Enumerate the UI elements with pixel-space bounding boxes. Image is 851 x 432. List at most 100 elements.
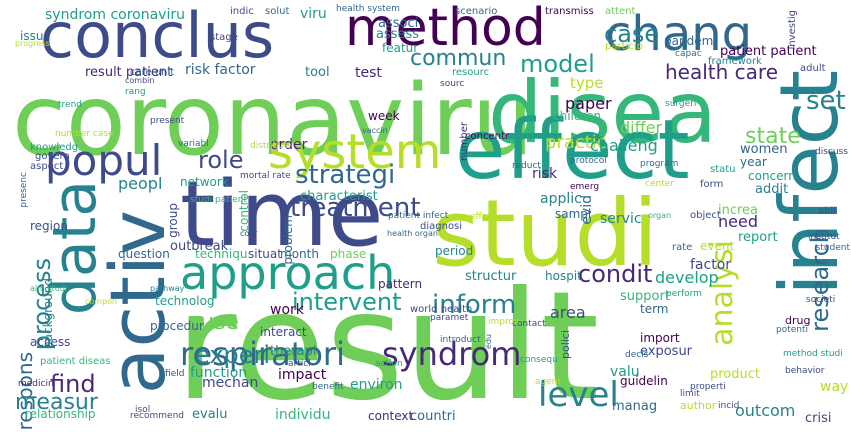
word-object: object — [690, 210, 721, 221]
word-program: program — [640, 159, 679, 169]
word-month: month — [280, 247, 319, 261]
word-phase: phase — [330, 247, 367, 261]
word-polici: polici — [559, 330, 572, 359]
word-syndrom-coronaviru: syndrom coronaviru — [45, 7, 185, 23]
word-effort: effort — [470, 212, 495, 222]
word-capac: capac — [675, 49, 702, 59]
word-region: region — [30, 219, 68, 233]
word-distribut: distribut — [250, 141, 288, 151]
word-perform: perform — [666, 289, 702, 299]
word-syndrom: syndrom — [382, 335, 522, 373]
word-situat: situat — [248, 247, 282, 261]
word-patient-patient: patient patient — [720, 44, 817, 59]
word-vaccin: vaccin — [362, 126, 388, 135]
word-benefit: benefit — [312, 382, 344, 392]
word-particip: particip — [605, 41, 643, 52]
word-system: system — [268, 124, 442, 180]
word-limit: limit — [680, 389, 700, 399]
word-relationship: relationship — [25, 407, 96, 421]
word-concern: concern — [748, 169, 796, 183]
word-tool: tool — [305, 65, 330, 80]
word-indic: indic — [230, 6, 254, 17]
word-network: network — [180, 175, 229, 189]
word-respiratori: respiratori — [180, 335, 345, 373]
word-find: find — [50, 370, 96, 398]
word-protocol: protocol — [570, 156, 607, 166]
word-aim-studi: aim studi — [30, 284, 68, 293]
word-conclus: conclus — [40, 0, 275, 72]
word-effect: effect — [455, 103, 690, 198]
word-level: level — [538, 375, 619, 415]
word-commun: commun — [410, 46, 507, 71]
word-week: week — [368, 109, 400, 123]
word-analysi: analysi — [705, 240, 740, 346]
word-report: report — [738, 230, 778, 245]
word-organ: organ — [648, 211, 672, 220]
word-popul: popul — [45, 136, 163, 185]
word-stage: stage — [210, 32, 238, 43]
word-experi: experi — [195, 341, 271, 369]
word-access: access — [30, 335, 71, 349]
word-studi-patient: studi patient — [190, 195, 248, 205]
word-case: case — [604, 20, 660, 48]
word-cour: cour — [240, 229, 258, 238]
word-servic: servic — [600, 211, 642, 227]
word-potenti: potenti — [776, 325, 809, 335]
word-number: number — [459, 122, 470, 162]
word-rate: rate — [672, 242, 693, 253]
word-behavior: behavior — [785, 366, 825, 376]
word-therapi: therapi — [270, 344, 317, 359]
word-women: women — [740, 142, 788, 157]
word-pandem: pandem — [664, 34, 714, 48]
word-peopl: peopl — [118, 174, 163, 193]
word-set: set — [806, 86, 846, 116]
word-consequ: consequ — [520, 355, 558, 365]
word-sampl: sampl — [555, 207, 592, 221]
word-approach: approach — [180, 246, 396, 300]
word-field: field — [165, 369, 185, 379]
word-practic: practic — [545, 132, 607, 153]
word-medicin: medicin — [18, 379, 54, 389]
word-treatment: treatment — [290, 193, 421, 223]
word-student: student — [815, 243, 850, 253]
word-form: form — [700, 179, 724, 190]
word-guidelin: guidelin — [620, 374, 668, 388]
word-concentr: concentr — [465, 131, 509, 142]
word-number-case: number case — [55, 129, 114, 139]
word-applic: applic — [540, 191, 582, 207]
word-author: author — [680, 399, 717, 412]
word-aspect: aspect — [30, 161, 64, 172]
word-exposur: exposur — [640, 344, 693, 359]
word-issu: issu — [20, 29, 44, 43]
word-progress: progress — [15, 39, 50, 48]
word-valu: valu — [610, 364, 640, 380]
word-method: method — [345, 0, 546, 58]
word-risk: risk — [532, 166, 558, 182]
word-variabl: variabl — [178, 139, 209, 149]
word-world-health: world health — [410, 304, 473, 315]
word-pattern: pattern — [378, 277, 423, 291]
word-featur: featur — [382, 41, 419, 55]
word-condit: condit — [578, 260, 653, 288]
word-health-care: health care — [665, 60, 779, 84]
word-paramet: paramet — [430, 313, 469, 323]
word-abil: abil — [818, 206, 837, 217]
word-hospit: hospit — [545, 269, 582, 283]
word-introduct: introduct — [440, 335, 481, 345]
word-properti: properti — [690, 382, 726, 392]
word-combin: combin — [125, 76, 155, 85]
word-model: model — [520, 50, 595, 78]
word-problem: problem — [281, 215, 295, 265]
word-improv: improv — [488, 317, 520, 327]
word-emerg: emerg — [570, 182, 600, 192]
word-procedur: procedur — [150, 319, 204, 333]
word-measur: measur — [15, 390, 98, 415]
word-associ: associ — [378, 16, 419, 31]
word-drug: drug — [785, 314, 811, 327]
word-rang: rang — [125, 87, 146, 97]
word-need: need — [718, 212, 758, 231]
word-present: present — [150, 116, 185, 126]
word-mortal-rate: mortal rate — [240, 171, 291, 181]
word-result: result — [175, 260, 600, 432]
